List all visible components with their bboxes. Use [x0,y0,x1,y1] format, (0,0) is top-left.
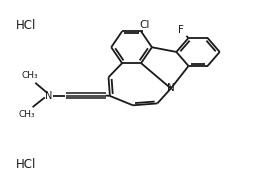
Text: N: N [45,91,53,101]
Text: CH₃: CH₃ [19,110,35,119]
Text: F: F [178,25,184,36]
Text: CH₃: CH₃ [22,71,38,80]
Text: Cl: Cl [139,20,150,30]
Text: HCl: HCl [16,158,37,171]
Text: HCl: HCl [16,19,37,32]
Text: N: N [167,83,175,93]
